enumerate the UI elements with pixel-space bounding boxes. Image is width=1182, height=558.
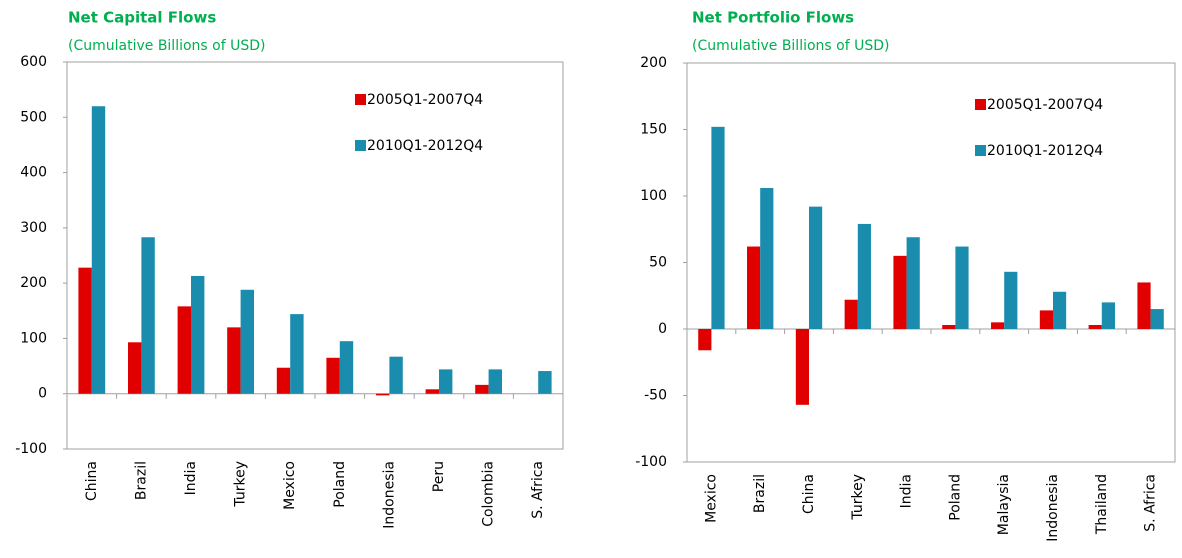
bar bbox=[488, 369, 502, 394]
y-tick-label: 200 bbox=[20, 275, 47, 291]
y-tick-label: 600 bbox=[20, 54, 47, 70]
bar bbox=[425, 389, 439, 394]
bar bbox=[1053, 291, 1067, 329]
x-tick-label: Thailand bbox=[1094, 474, 1110, 535]
x-tick-label: Mexico bbox=[282, 461, 298, 510]
chart-title: Net Capital Flows bbox=[68, 9, 216, 27]
bar bbox=[747, 246, 761, 329]
legend-swatch bbox=[355, 94, 366, 105]
bar bbox=[339, 341, 354, 394]
bar bbox=[955, 246, 969, 329]
bar bbox=[389, 356, 403, 394]
bar bbox=[78, 267, 92, 394]
x-tick-label: India bbox=[183, 461, 199, 495]
bar bbox=[991, 322, 1005, 329]
bar bbox=[276, 367, 291, 394]
legend-swatch bbox=[355, 140, 366, 151]
bar bbox=[857, 223, 871, 329]
bar bbox=[1137, 282, 1151, 329]
bar bbox=[538, 371, 552, 394]
bar bbox=[439, 369, 453, 394]
legend-swatch bbox=[975, 99, 986, 110]
x-tick-label: India bbox=[899, 474, 915, 508]
x-tick-label: Indonesia bbox=[1045, 474, 1061, 542]
x-tick-label: Turkey bbox=[850, 474, 866, 521]
bar bbox=[906, 237, 920, 329]
y-tick-label: -50 bbox=[644, 388, 667, 404]
chart-title: Net Portfolio Flows bbox=[692, 9, 854, 27]
x-tick-label: S. Africa bbox=[530, 461, 546, 519]
legend-label: 2010Q1-2012Q4 bbox=[987, 143, 1103, 159]
bar bbox=[177, 306, 191, 394]
y-tick-label: -100 bbox=[15, 441, 47, 457]
y-tick-label: 100 bbox=[640, 188, 667, 204]
y-tick-label: 150 bbox=[640, 122, 667, 138]
x-tick-label: Brazil bbox=[752, 474, 768, 513]
bar bbox=[376, 393, 390, 396]
y-tick-label: 400 bbox=[20, 165, 47, 181]
x-tick-label: Peru bbox=[431, 461, 447, 492]
y-tick-label: 0 bbox=[658, 321, 667, 337]
x-tick-label: Turkey bbox=[233, 461, 249, 508]
x-tick-label: Brazil bbox=[133, 461, 149, 500]
chart-subtitle: (Cumulative Billions of USD) bbox=[692, 38, 889, 54]
bar bbox=[227, 327, 241, 394]
bar bbox=[475, 384, 489, 394]
x-tick-label: Poland bbox=[332, 461, 348, 508]
x-tick-label: Mexico bbox=[703, 474, 719, 523]
x-tick-label: Colombia bbox=[481, 461, 497, 527]
bar bbox=[1004, 271, 1018, 329]
x-tick-label: Indonesia bbox=[381, 461, 397, 529]
x-tick-label: Poland bbox=[947, 474, 963, 521]
bar bbox=[795, 329, 809, 405]
bar bbox=[711, 126, 725, 329]
bar bbox=[141, 237, 155, 394]
bar bbox=[760, 188, 774, 329]
bar bbox=[290, 314, 304, 394]
bar bbox=[1101, 302, 1115, 329]
y-tick-label: 300 bbox=[20, 220, 47, 236]
bar bbox=[942, 325, 956, 329]
legend-label: 2005Q1-2007Q4 bbox=[367, 92, 483, 108]
x-tick-label: China bbox=[801, 474, 817, 514]
bar bbox=[128, 342, 142, 394]
bar bbox=[698, 329, 712, 351]
y-tick-label: 100 bbox=[20, 330, 47, 346]
bar bbox=[844, 299, 858, 329]
x-tick-label: S. Africa bbox=[1143, 474, 1159, 532]
bar bbox=[240, 289, 254, 394]
bar bbox=[191, 275, 205, 394]
legend-label: 2005Q1-2007Q4 bbox=[987, 97, 1103, 113]
y-tick-label: -100 bbox=[635, 454, 667, 470]
bar bbox=[1150, 309, 1164, 329]
y-tick-label: 50 bbox=[649, 255, 667, 271]
bar bbox=[1088, 325, 1102, 329]
bar bbox=[893, 255, 907, 329]
y-tick-label: 200 bbox=[640, 55, 667, 71]
x-tick-label: China bbox=[84, 461, 100, 501]
x-tick-label: Malaysia bbox=[996, 474, 1012, 535]
bar bbox=[1039, 310, 1053, 329]
plot-frame bbox=[66, 61, 564, 450]
y-tick-label: 0 bbox=[38, 386, 47, 402]
legend-label: 2010Q1-2012Q4 bbox=[367, 138, 483, 154]
y-tick-label: 500 bbox=[20, 109, 47, 125]
bar bbox=[91, 106, 106, 394]
chart-subtitle: (Cumulative Billions of USD) bbox=[68, 38, 265, 54]
bar bbox=[326, 357, 340, 394]
bar bbox=[809, 206, 823, 329]
legend-swatch bbox=[975, 145, 986, 156]
